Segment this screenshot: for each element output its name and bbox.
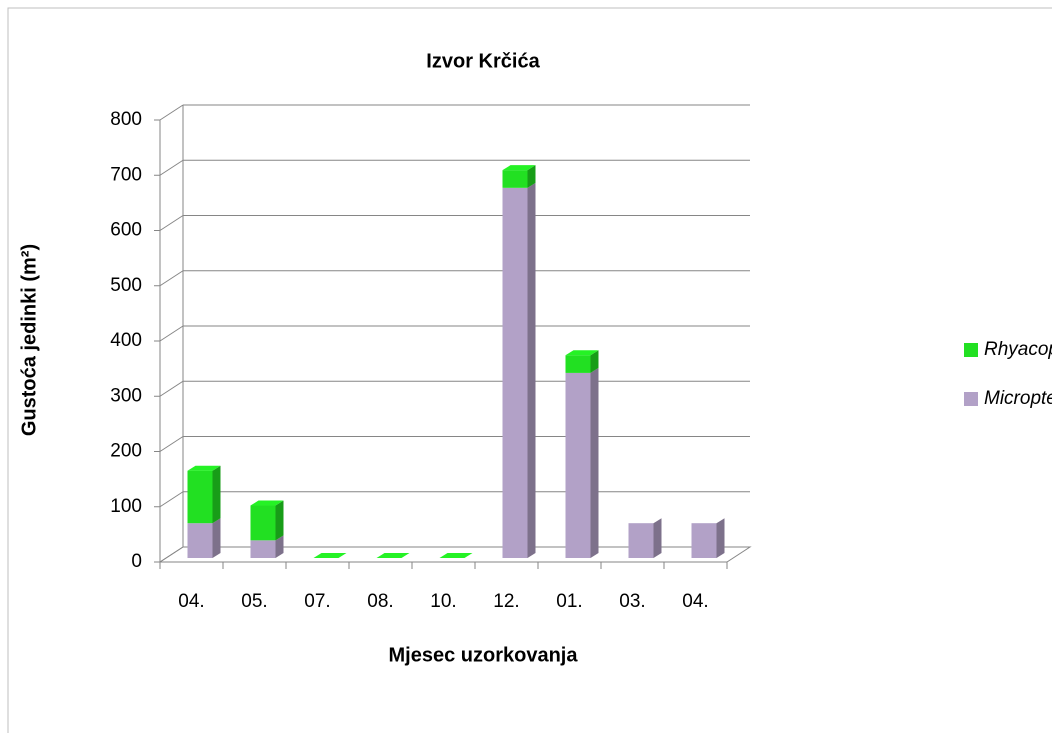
- y-tick-label: 600: [110, 220, 142, 241]
- bar-top: [439, 553, 473, 558]
- y-tick-label: 500: [110, 275, 142, 296]
- bar-side: [653, 518, 662, 558]
- bar-top: [502, 165, 536, 171]
- grid-line: [159, 546, 184, 563]
- y-tick-label: 700: [110, 164, 142, 185]
- bar-side: [527, 165, 536, 188]
- bar-top: [376, 553, 410, 558]
- y-tick-label: 100: [110, 496, 142, 517]
- legend-swatch: [964, 343, 978, 357]
- x-tick-label: 08.: [367, 591, 393, 612]
- grid-line: [159, 215, 184, 231]
- bar: [187, 523, 213, 558]
- bar-top: [565, 350, 599, 356]
- bar-top: [187, 465, 221, 471]
- x-tick-label: 01.: [556, 591, 582, 612]
- grid-line: [159, 491, 184, 508]
- y-axis-title: Gustoća jedinki (m²): [18, 244, 40, 436]
- x-tick-label: 10.: [430, 591, 456, 612]
- x-tick-label: 04.: [178, 591, 204, 612]
- grid-line: [159, 159, 184, 176]
- bar: [250, 505, 276, 541]
- x-tick-label: 04.: [682, 591, 708, 612]
- bar-side: [590, 367, 599, 558]
- bar-side: [212, 518, 221, 558]
- legend-label: Rhyacophila sp.: [984, 339, 1052, 360]
- bar-side: [275, 535, 284, 558]
- bar-side: [716, 518, 725, 558]
- grid-line: [159, 380, 184, 397]
- y-tick-label: 0: [131, 551, 142, 572]
- bar: [628, 523, 654, 558]
- bar-top: [313, 553, 347, 558]
- y-tick-label: 800: [110, 109, 142, 130]
- grid-line: [159, 104, 184, 121]
- x-tick-label: 12.: [493, 591, 519, 612]
- bar: [565, 355, 591, 373]
- y-tick-label: 300: [110, 385, 142, 406]
- y-tick-label: 200: [110, 441, 142, 462]
- bar-top: [250, 500, 284, 506]
- bar: [187, 470, 213, 524]
- grid-line: [159, 436, 184, 452]
- bar: [250, 540, 276, 558]
- bar-side: [275, 500, 284, 541]
- bar-side: [527, 182, 536, 558]
- x-tick-label: 07.: [304, 591, 330, 612]
- legend-label: Micropterna nycterobia: [984, 388, 1052, 409]
- x-tick-label: 03.: [619, 591, 645, 612]
- bar-side: [590, 350, 599, 373]
- y-tick-label: 400: [110, 330, 142, 351]
- bar: [691, 523, 717, 558]
- x-tick-label: 05.: [241, 591, 267, 612]
- grid-line: [159, 325, 184, 342]
- bar: [565, 372, 591, 558]
- bar: [502, 170, 528, 188]
- x-axis-title: Mjesec uzorkovanja: [389, 644, 579, 666]
- chart-title: Izvor Krčića: [426, 50, 540, 72]
- bar: [502, 187, 528, 558]
- grid-line: [159, 270, 184, 287]
- bar-side: [212, 465, 221, 524]
- legend-swatch: [964, 392, 978, 406]
